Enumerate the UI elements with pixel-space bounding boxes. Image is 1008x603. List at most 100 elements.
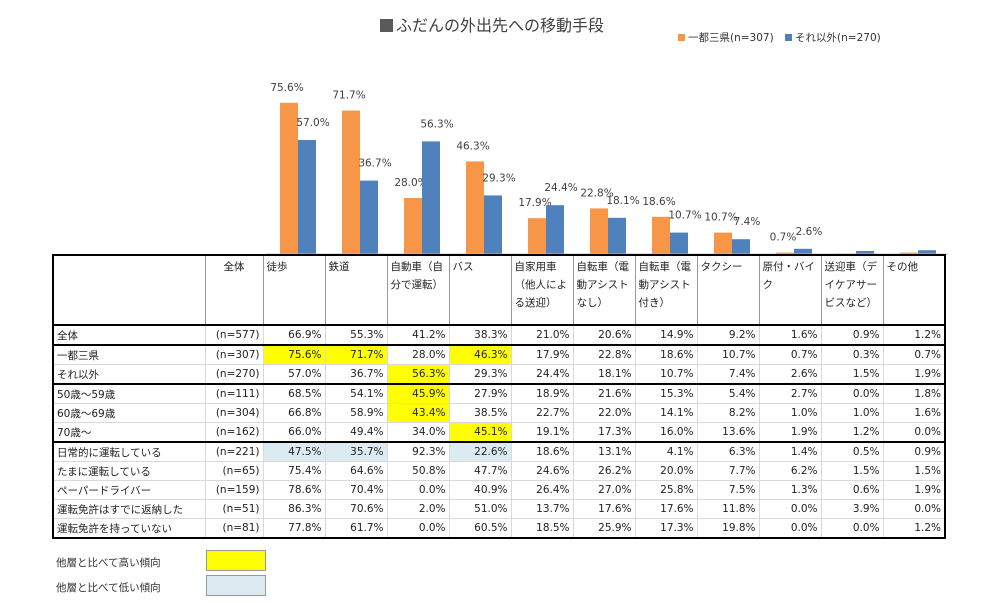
table-cell: 25.8% xyxy=(634,480,698,500)
table-header-blank xyxy=(53,255,205,325)
table-cell: 0.0% xyxy=(758,499,822,519)
table-cell: 49.4% xyxy=(324,422,388,443)
column-header-line: る送迎） xyxy=(514,297,557,309)
table-cell: 25.9% xyxy=(572,518,636,539)
bar-chart: 75.6% 57.0% 71.7% 36.7%28.0% 56.3%46.3% 29.3%… xyxy=(266,82,948,255)
table-cell: 8.2% xyxy=(696,403,760,423)
table-cell: 0.7% xyxy=(882,344,946,365)
table-cell: 0.7% xyxy=(758,344,822,365)
table-cell: 77.8% xyxy=(262,518,326,539)
bar-tokyo-area-7 xyxy=(714,232,732,254)
legend-swatch xyxy=(785,34,793,41)
table-column-header: 全体 xyxy=(204,254,264,326)
table-cell: 36.7% xyxy=(324,364,388,385)
column-header-line: 送迎車（デ xyxy=(824,261,878,273)
data-label: 71.7% xyxy=(332,90,365,102)
table-cell: 70.4% xyxy=(324,480,388,500)
table-cell: 0.0% xyxy=(820,518,884,539)
row-label: 70歳～ xyxy=(52,422,206,443)
table-cell: 0.9% xyxy=(882,441,946,462)
chart-title-text: ふだんの外出先への移動手段 xyxy=(396,16,605,35)
bar-other-4 xyxy=(546,205,564,254)
table-cell: 1.9% xyxy=(882,364,946,385)
row-sample-size: (n=65) xyxy=(204,461,264,481)
data-label: 24.4% xyxy=(544,182,577,194)
legend-note-high-label: 他層と比べて高い傾向 xyxy=(56,557,161,569)
table-row: 60歳～69歳 (n=304) 66.8% 58.9% 43.4% 38.5% 22.7% 2… xyxy=(52,403,946,423)
table-cell: 10.7% xyxy=(696,344,760,365)
table-cell: 57.0% xyxy=(262,364,326,385)
bar-other-6 xyxy=(670,232,688,254)
table-cell: 1.5% xyxy=(820,461,884,481)
table-cell: 0.5% xyxy=(820,441,884,462)
table-cell: 1.6% xyxy=(882,403,946,423)
column-header-line: 分で運転） xyxy=(390,279,444,291)
table-cell: 0.9% xyxy=(820,324,884,346)
table-cell: 10.7% xyxy=(634,364,698,385)
chart-legend: 一都三県(n=307) それ以外(n=270) xyxy=(678,30,889,45)
row-sample-size: (n=304) xyxy=(204,403,264,423)
legend-note-low-swatch xyxy=(206,575,266,596)
table-cell: 60.5% xyxy=(448,518,512,539)
column-header-line: ビスなど） xyxy=(824,297,878,309)
bar-other-1 xyxy=(360,180,378,254)
table-cell: 29.3% xyxy=(448,364,512,385)
bar-tokyo-area-1 xyxy=(342,110,360,254)
table-cell: 1.5% xyxy=(882,461,946,481)
table-cell: 21.6% xyxy=(572,383,636,404)
table-cell: 7.4% xyxy=(696,364,760,385)
data-label: 22.8% xyxy=(580,187,613,199)
table-row: たまに運転している (n=65) 75.4% 64.6% 50.8% 47.7% 24.6%… xyxy=(52,461,946,481)
table-cell: 27.9% xyxy=(448,383,512,404)
table-cell: 2.7% xyxy=(758,383,822,404)
legend-item-tokyo-area: 一都三県(n=307) xyxy=(678,30,774,45)
table-cell: 0.6% xyxy=(820,480,884,500)
row-sample-size: (n=162) xyxy=(204,422,264,443)
table-cell: 1.8% xyxy=(882,383,946,404)
data-label: 18.1% xyxy=(606,195,639,207)
table-cell: 92.3% xyxy=(386,441,450,462)
column-header-line: 自転車（電 xyxy=(638,261,692,273)
column-header-line: 動アシスト xyxy=(576,279,629,291)
table-cell: 75.6% xyxy=(262,344,326,365)
data-label: 7.4% xyxy=(734,216,761,228)
table-cell: 21.0% xyxy=(510,324,574,346)
data-label: 29.3% xyxy=(482,172,515,184)
row-sample-size: (n=577) xyxy=(204,324,264,346)
table-column-header: 原付・バイク xyxy=(758,254,822,326)
column-header-line: 付き） xyxy=(638,297,671,309)
table-cell: 64.6% xyxy=(324,461,388,481)
table-cell: 1.0% xyxy=(758,403,822,423)
table-row: 一都三県 (n=307) 75.6% 71.7% 28.0% 46.3% 17.9% 22.8… xyxy=(52,344,946,365)
row-label: 60歳～69歳 xyxy=(52,403,206,423)
data-label: 57.0% xyxy=(296,117,329,129)
column-header-line: バス xyxy=(452,261,474,273)
table-cell: 26.2% xyxy=(572,461,636,481)
column-header-line: ク xyxy=(762,279,774,291)
column-header-line: その他 xyxy=(886,261,919,273)
table-column-header: 自転車（電 動アシスト 付き） xyxy=(634,254,698,326)
table-cell: 51.0% xyxy=(448,499,512,519)
table-cell: 13.7% xyxy=(510,499,574,519)
data-label: 36.7% xyxy=(358,158,391,170)
data-label: 56.3% xyxy=(420,118,453,130)
table-row: 運転免許はすでに返納した (n=51) 86.3% 70.6% 2.0% 51.0% 13.… xyxy=(52,499,946,519)
bar-other-0 xyxy=(298,140,316,254)
table-cell: 14.1% xyxy=(634,403,698,423)
table-cell: 22.0% xyxy=(572,403,636,423)
table-cell: 0.0% xyxy=(386,518,450,539)
table-cell: 45.9% xyxy=(386,383,450,404)
table-cell: 38.5% xyxy=(448,403,512,423)
table-cell: 18.5% xyxy=(510,518,574,539)
table-row: 日常的に運転している (n=221) 47.5% 35.7% 92.3% 22.6% 18.… xyxy=(52,441,946,462)
table-cell: 26.4% xyxy=(510,480,574,500)
table-cell: 22.8% xyxy=(572,344,636,365)
table-cell: 1.9% xyxy=(758,422,822,443)
legend-label: 一都三県(n=307) xyxy=(688,32,774,44)
table-cell: 1.2% xyxy=(820,422,884,443)
bar-tokyo-area-8 xyxy=(776,252,794,254)
table-cell: 14.9% xyxy=(634,324,698,346)
bar-tokyo-area-5 xyxy=(590,208,608,254)
column-header-line: 自動車（自 xyxy=(390,261,444,273)
bar-other-2 xyxy=(422,141,440,254)
